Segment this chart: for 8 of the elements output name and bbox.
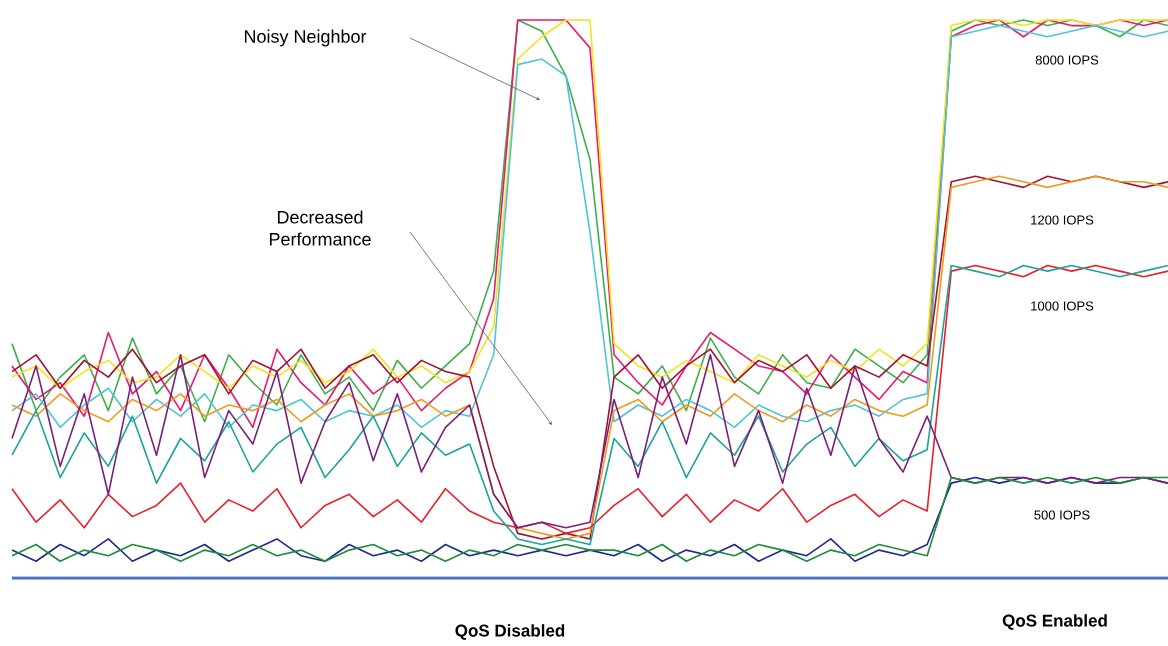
annotation: 500 IOPS xyxy=(1034,510,1090,520)
text: QoS Enabled xyxy=(1002,614,1107,630)
annotation: Noisy Neighbor xyxy=(244,29,367,47)
annotation: Decreased Performance xyxy=(269,210,371,246)
annotation: 1000 IOPS xyxy=(1031,301,1094,311)
text: QoS Disabled xyxy=(455,624,565,640)
annotation: 8000 IOPS xyxy=(1035,55,1099,65)
annotation: 1200 IOPS xyxy=(1031,215,1094,225)
